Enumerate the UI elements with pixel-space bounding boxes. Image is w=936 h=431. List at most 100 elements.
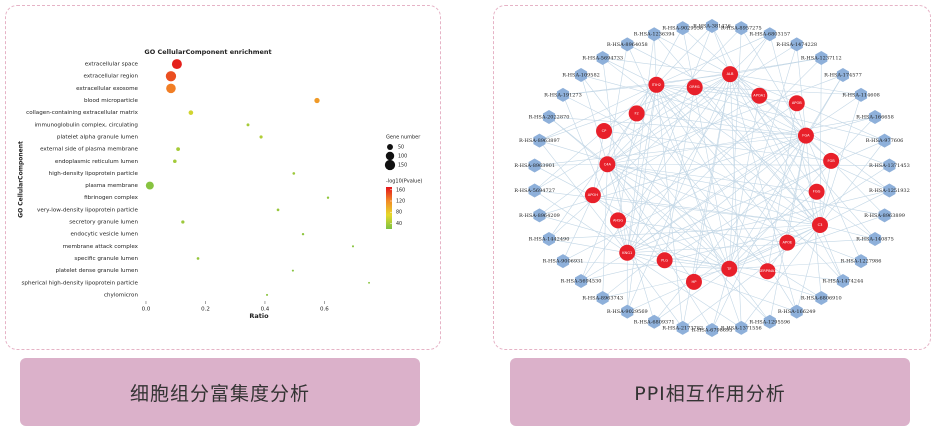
legend-dot (384, 159, 396, 171)
edge (653, 135, 807, 322)
edge (534, 165, 730, 270)
edge (580, 252, 628, 282)
hub-node (686, 79, 703, 96)
edge (592, 194, 665, 261)
edge (592, 130, 605, 196)
node-label: R-HSA-191273 (544, 92, 582, 98)
node-label: R-HSA-381426 (693, 24, 731, 30)
edge (580, 74, 730, 269)
dot (165, 71, 177, 82)
edge (539, 140, 821, 226)
dot (351, 245, 355, 248)
hub-node (759, 263, 776, 280)
hub-node (722, 66, 739, 83)
pathway-node (790, 304, 803, 319)
pathway-node (574, 68, 588, 83)
edge (769, 135, 807, 322)
edge (729, 74, 844, 282)
edge (602, 57, 657, 86)
y-tick-label: very-low-density lipoprotein particle (37, 207, 139, 213)
edge (819, 160, 832, 226)
edge (711, 268, 730, 331)
hub-node (628, 105, 645, 122)
edge (796, 44, 807, 136)
edge (656, 84, 844, 282)
legend-dot (385, 151, 395, 161)
edge (607, 164, 655, 322)
dot (291, 269, 294, 272)
pathway-node (883, 183, 896, 198)
edge (617, 102, 797, 221)
node-label: R-HSA-9006931 (543, 259, 584, 265)
edge (548, 116, 608, 165)
legend-label: 50 (398, 145, 404, 151)
node-label: R-HSA-6803157 (749, 32, 790, 38)
y-tick-label: extracellular space (85, 62, 139, 68)
y-tick-label: endoplasmic reticulum lumen (55, 159, 139, 165)
chart-title: GO CellularComponent enrichment (144, 48, 271, 56)
edge (694, 86, 760, 97)
edge (602, 57, 731, 75)
y-tick-label: extracellular region (84, 74, 139, 80)
edge (548, 73, 731, 240)
edge (656, 84, 742, 329)
node-label: R-HSA-8963743 (582, 295, 623, 301)
edge (729, 34, 771, 75)
edge (819, 190, 890, 226)
node-label: R-HSA-9029569 (607, 309, 648, 315)
edge (562, 135, 807, 262)
edge (534, 84, 657, 191)
edge (534, 163, 608, 166)
hub-label: SERPINA1 (759, 269, 777, 273)
y-tick-label: extracellular exosome (76, 86, 138, 92)
edge (636, 113, 806, 136)
node-label: R-HSA-1371453 (869, 163, 910, 169)
node-label: R-HSA-5694733 (582, 56, 623, 62)
pathway-node (868, 109, 882, 124)
edge (548, 116, 730, 269)
edge (627, 252, 742, 329)
hub-node (811, 217, 828, 234)
hub-label: C4A (604, 162, 612, 166)
edge (819, 140, 885, 226)
dot (326, 196, 330, 199)
pathway-node (542, 109, 556, 124)
node-label: R-HSA-140875 (856, 237, 894, 243)
node-label: R-HSA-2173782 (662, 325, 703, 331)
y-tick-label: immunoglobulin complex, circulating (34, 122, 138, 128)
dot (292, 172, 296, 175)
pathway-node (854, 87, 868, 102)
edge (656, 57, 822, 86)
edge (607, 163, 862, 262)
hub-label: APOA1 (753, 94, 765, 98)
legend-label: 80 (396, 210, 402, 216)
edge (805, 135, 885, 216)
pathway-node (556, 254, 570, 269)
dot (246, 123, 250, 127)
dot (276, 208, 280, 212)
edge (534, 135, 806, 166)
pathway-node (878, 208, 891, 223)
y-tick-label: platelet dense granule lumen (56, 268, 139, 274)
node-label: R-HSA-1371556 (721, 325, 762, 331)
node-label: R-HSA-6798695 (692, 328, 733, 334)
edge (627, 57, 822, 253)
edge (729, 73, 885, 141)
color-bar (386, 187, 392, 229)
edge (607, 164, 713, 331)
edge (656, 84, 890, 191)
hub-label: ITIH2 (652, 83, 661, 87)
edge (728, 28, 742, 269)
pathway-node (574, 273, 588, 288)
hub-label: APOB (792, 101, 802, 105)
edge (741, 27, 807, 136)
node-label: R-HSA-8963901 (514, 163, 555, 169)
pathway-node (705, 19, 719, 33)
node-label: R-HSA-8957275 (721, 26, 762, 32)
hub-node (788, 95, 805, 112)
pathway-node (735, 320, 748, 335)
y-tick-label: platelet alpha granule lumen (57, 134, 139, 140)
edge (656, 84, 876, 240)
edge (627, 238, 876, 254)
pathway-node (836, 68, 850, 83)
